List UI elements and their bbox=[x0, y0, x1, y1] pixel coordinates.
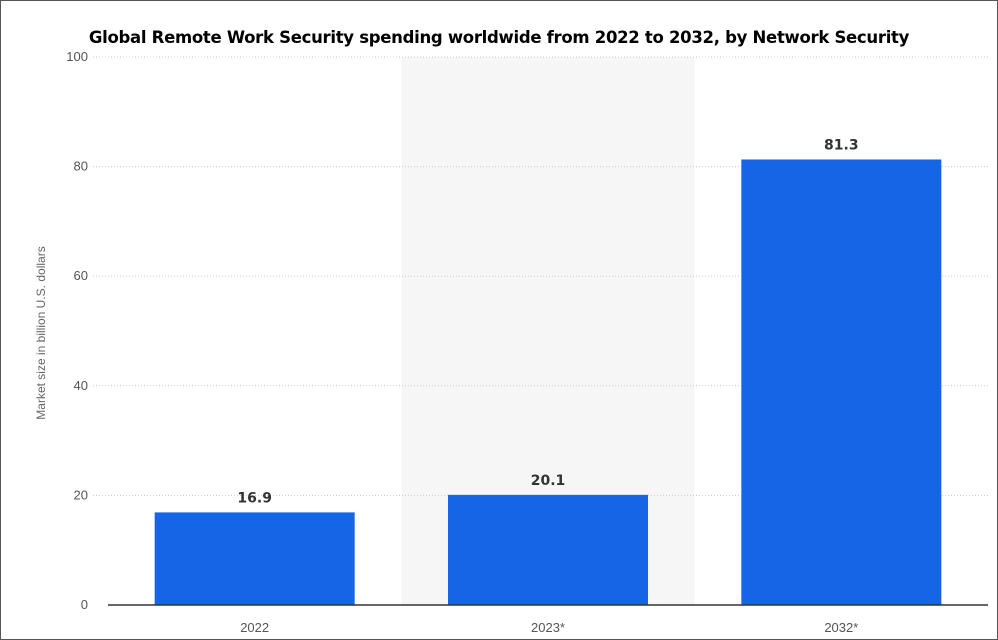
bar-2023-est bbox=[448, 494, 648, 605]
x-tick-label-2032-est: 2032* bbox=[824, 620, 858, 635]
x-tick-label-2022: 2022 bbox=[240, 620, 269, 635]
chart-title: Global Remote Work Security spending wor… bbox=[88, 28, 910, 47]
data-label-2022: 16.9 bbox=[237, 490, 272, 506]
bar-2022 bbox=[154, 512, 355, 605]
data-label-2032-est: 81.3 bbox=[824, 137, 859, 153]
y-tick-label-20: 20 bbox=[74, 487, 88, 502]
y-tick-label-80: 80 bbox=[74, 159, 88, 174]
data-label-2023-est: 20.1 bbox=[531, 473, 566, 489]
y-tick-label-0: 0 bbox=[81, 597, 88, 612]
bar-2032-est bbox=[741, 159, 942, 605]
y-tick-label-40: 40 bbox=[74, 378, 88, 393]
y-tick-label-60: 60 bbox=[74, 268, 88, 283]
y-tick-label-100: 100 bbox=[66, 49, 88, 64]
x-tick-label-2023-est: 2023* bbox=[531, 620, 565, 635]
